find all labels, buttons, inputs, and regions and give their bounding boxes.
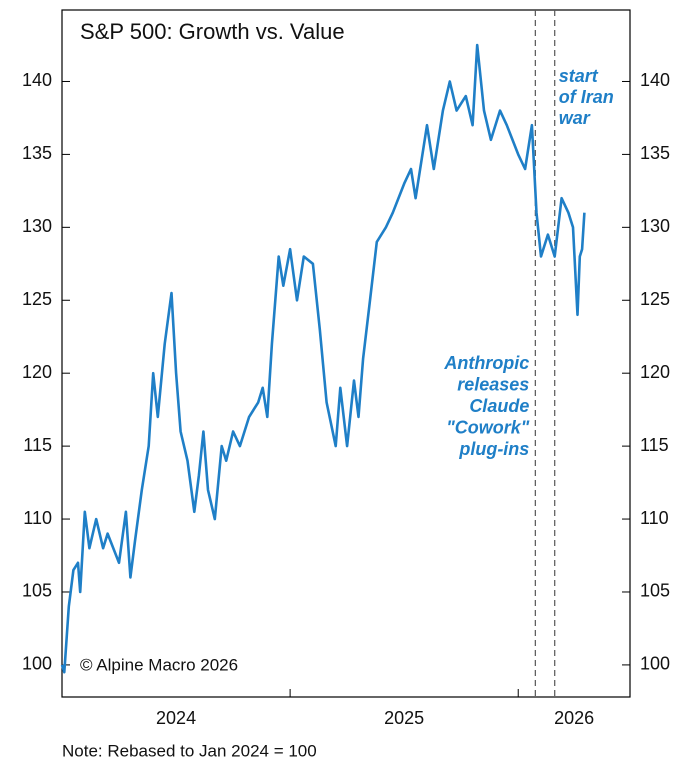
annotation: "Cowork" <box>446 417 530 437</box>
x-tick-label: 2024 <box>156 708 196 728</box>
y-tick-label: 140 <box>22 70 52 90</box>
annotation: releases <box>457 374 529 394</box>
y-tick-label: 120 <box>22 362 52 382</box>
y-tick-label: 100 <box>22 654 52 674</box>
series-line <box>60 43 586 674</box>
y-tick-label: 110 <box>23 508 52 528</box>
y2-tick-label: 120 <box>640 362 670 382</box>
y-tick-label: 115 <box>23 435 52 455</box>
y2-tick-label: 100 <box>640 654 670 674</box>
y-tick-label: 130 <box>22 216 52 236</box>
annotation: war <box>559 108 591 128</box>
y2-tick-label: 105 <box>640 581 670 601</box>
y-tick-label: 135 <box>22 143 52 163</box>
y2-tick-label: 115 <box>640 435 669 455</box>
y-tick-label: 125 <box>22 289 52 309</box>
source: © Alpine Macro 2026 <box>80 655 238 674</box>
y2-tick-label: 125 <box>640 289 670 309</box>
y-tick-label: 105 <box>22 581 52 601</box>
chart-title: S&P 500: Growth vs. Value <box>80 19 345 44</box>
annotation: plug-ins <box>458 439 529 459</box>
annotation: of Iran <box>559 87 614 107</box>
annotation: Anthropic <box>443 353 529 373</box>
y2-tick-label: 135 <box>640 143 670 163</box>
annotation: start <box>559 66 599 86</box>
plot-frame <box>61 9 631 698</box>
y2-tick-label: 140 <box>640 70 670 90</box>
y2-tick-label: 110 <box>640 508 669 528</box>
x-tick-label: 2025 <box>384 708 424 728</box>
y2-tick-label: 130 <box>640 216 670 236</box>
annotation: Claude <box>469 396 529 416</box>
x-tick-label: 2026 <box>554 708 594 728</box>
note: Note: Rebased to Jan 2024 = 100 <box>62 741 317 760</box>
